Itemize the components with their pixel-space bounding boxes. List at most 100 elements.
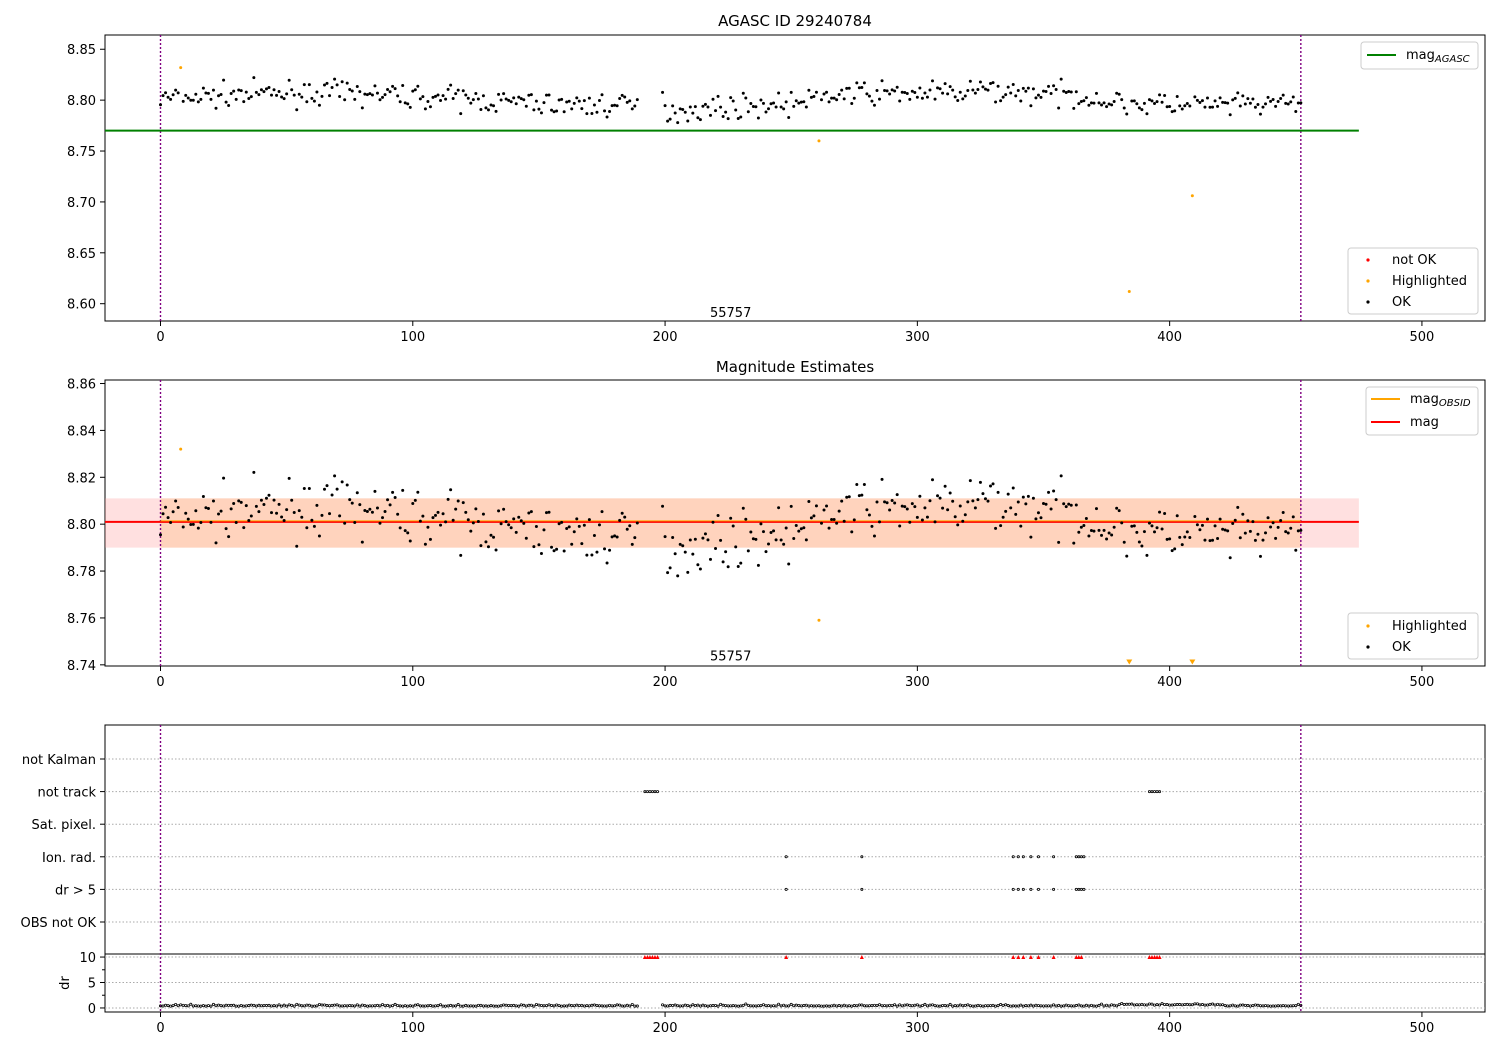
dr-point	[625, 1003, 629, 1007]
ok-point	[421, 514, 425, 518]
dr-point	[572, 1004, 576, 1008]
ok-point	[724, 110, 728, 114]
ok-point	[585, 112, 589, 116]
dr-point	[1130, 1002, 1134, 1006]
agasc-y-tick-label: 8.75	[67, 145, 96, 160]
ok-point	[799, 100, 803, 104]
dr-point	[1289, 1004, 1293, 1008]
dr-point	[580, 1003, 584, 1007]
ok-point	[509, 100, 513, 104]
highlighted-point	[179, 447, 183, 451]
dr-point	[262, 1003, 266, 1007]
dr-axis-label: dr	[58, 976, 73, 990]
dr-point	[439, 1003, 443, 1007]
ok-point	[590, 112, 594, 116]
ok-point	[466, 96, 470, 100]
dr-point	[620, 1004, 624, 1008]
agasc-panel-y-axis: 8.60 8.65 8.70 8.75 8.80 8.85	[67, 43, 105, 313]
agasc-legend-bottom: not OK Highlighted OK	[1347, 247, 1479, 315]
dr-point	[880, 1004, 884, 1008]
ok-point	[1122, 106, 1126, 110]
ok-point	[1223, 528, 1227, 532]
dr-point	[708, 1004, 712, 1008]
ok-point	[1231, 98, 1235, 102]
ok-point	[474, 507, 478, 511]
dr-point	[1140, 1002, 1144, 1006]
flags-panel-frame	[104, 724, 1486, 1013]
dr-point	[898, 1003, 902, 1007]
dr-point	[923, 1002, 927, 1006]
ok-point	[986, 499, 990, 503]
dr-point	[804, 1003, 808, 1007]
ok-point	[797, 101, 801, 105]
ok-point	[860, 493, 864, 497]
flag-point	[1029, 887, 1033, 891]
ok-point	[1042, 501, 1046, 505]
ok-point	[1142, 530, 1146, 534]
ok-point	[1198, 101, 1202, 105]
ok-point	[570, 107, 574, 111]
ok-point	[476, 97, 480, 101]
ok-point	[439, 523, 443, 527]
dr-point	[1125, 1002, 1129, 1006]
ok-point	[1158, 510, 1162, 514]
ok-point	[1205, 517, 1209, 521]
flags-x-tick-label: 400	[1157, 1021, 1182, 1036]
ok-point	[335, 487, 339, 491]
ok-point	[741, 506, 745, 510]
ok-point	[895, 493, 899, 497]
ok-point	[1264, 102, 1268, 106]
dr-point	[739, 1004, 743, 1008]
ok-point	[403, 529, 407, 533]
dr-point	[1094, 1004, 1098, 1008]
dr-point	[963, 1003, 967, 1007]
ok-point	[986, 88, 990, 92]
ok-point	[925, 95, 929, 99]
ok-point	[903, 91, 907, 95]
ok-point	[1198, 528, 1202, 532]
ok-point	[822, 92, 826, 96]
dr-point	[1211, 1002, 1215, 1006]
highlighted-point	[179, 66, 183, 70]
dr-point	[381, 1003, 385, 1007]
ok-point	[946, 508, 950, 512]
dr-point	[1200, 1003, 1204, 1007]
dr-point	[464, 1003, 468, 1007]
dr-point	[444, 1004, 448, 1008]
ok-legend-label: OK	[1392, 295, 1411, 310]
ok-point	[471, 521, 475, 525]
ok-point	[317, 534, 321, 538]
ok-point	[481, 94, 485, 98]
ok-point	[711, 97, 715, 101]
ok-point	[779, 538, 783, 542]
ok-point	[504, 97, 508, 101]
ok-point	[706, 105, 710, 109]
ok-point	[597, 98, 601, 102]
ok-point	[1130, 99, 1134, 103]
ok-point	[751, 537, 755, 541]
ok-point	[1228, 556, 1232, 560]
dr-point	[1082, 1004, 1086, 1008]
ok-point	[888, 92, 892, 96]
agasc-y-tick-label: 8.85	[67, 43, 96, 58]
dr-point	[759, 1004, 763, 1008]
dr-point	[471, 1004, 475, 1008]
ok-point	[1158, 93, 1162, 97]
ok-point	[285, 508, 289, 512]
ok-point	[164, 505, 168, 509]
ok-point	[423, 542, 427, 546]
ok-point	[418, 519, 422, 523]
ok-point	[1216, 536, 1220, 540]
dr-point	[542, 1004, 546, 1008]
dr-point	[802, 1004, 806, 1008]
ok-point	[915, 515, 919, 519]
dr-point	[968, 1004, 972, 1008]
ok-point	[996, 84, 1000, 88]
dr-point	[597, 1004, 601, 1008]
ok-point	[254, 504, 258, 508]
dr-point	[497, 1004, 501, 1008]
ok-point	[1031, 496, 1035, 500]
ok-point	[625, 527, 629, 531]
ok-point	[807, 499, 811, 503]
ok-point	[1132, 99, 1136, 103]
